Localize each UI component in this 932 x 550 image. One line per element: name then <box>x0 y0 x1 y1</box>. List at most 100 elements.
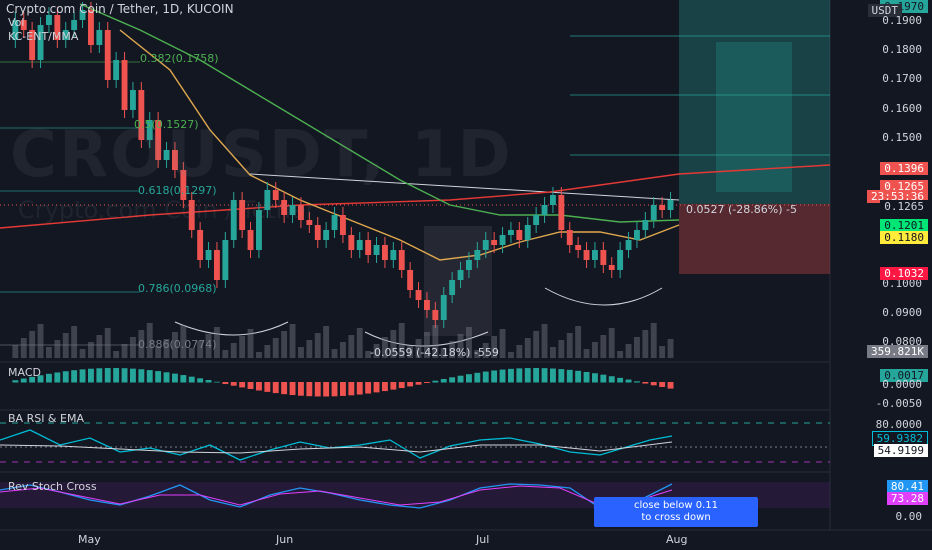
candle <box>558 195 565 230</box>
volume-bar <box>533 331 540 358</box>
candle <box>499 235 506 245</box>
candle <box>340 215 346 235</box>
stoch-title[interactable]: Rev Stoch Cross <box>8 480 97 493</box>
candle <box>289 205 296 215</box>
candle <box>298 205 304 220</box>
stoch-d-tag: 73.28 <box>886 492 928 505</box>
macd-bar <box>314 382 321 397</box>
symbol-title[interactable]: Crypto.com Coin / Tether, 1D, KUCOIN <box>6 2 234 16</box>
candle <box>104 30 111 80</box>
price-tick: 0.0800 <box>882 335 922 348</box>
volume-bar <box>541 324 548 358</box>
macd-bar <box>558 369 565 383</box>
macd-bar <box>424 382 430 383</box>
symbol-watermark: CROUSDT, 1D <box>10 118 513 192</box>
macd-bar <box>524 368 531 383</box>
macd-bar <box>62 371 69 383</box>
long-position-stop <box>679 204 830 274</box>
vol-legend[interactable]: Vol <box>8 16 25 29</box>
candle <box>138 90 145 140</box>
rsi-title[interactable]: BA RSI & EMA <box>8 412 84 425</box>
macd-bar <box>356 382 363 395</box>
candle <box>146 120 153 140</box>
volume-bar <box>306 340 313 358</box>
candle <box>79 10 86 20</box>
candle <box>382 245 388 260</box>
annotation-note[interactable]: close below 0.11 to cross down <box>594 497 758 527</box>
candle <box>566 230 573 245</box>
volume-bar <box>407 346 414 358</box>
volume-bar <box>323 326 330 358</box>
x-tick-aug: Aug <box>666 533 688 546</box>
long-position-inner <box>716 42 792 192</box>
volume-bar <box>608 328 615 358</box>
candle <box>20 20 27 30</box>
x-tick-jun: Jun <box>276 533 294 546</box>
stoch-d-line <box>0 485 673 506</box>
candle <box>625 240 632 250</box>
macd-bar <box>382 382 388 392</box>
level-tag-1396: 0.1396 <box>880 162 928 175</box>
macd-bar <box>155 371 162 383</box>
candle <box>457 270 464 280</box>
macd-bar <box>331 382 338 397</box>
candle <box>163 150 170 160</box>
macd-tag: 0.0017 <box>880 369 928 382</box>
volume-bar <box>29 331 36 358</box>
volume-bar <box>424 332 430 358</box>
volume-bar <box>356 328 363 358</box>
macd-bar <box>264 382 271 392</box>
macd-bar <box>390 382 397 390</box>
price-tick: 0.0900 <box>882 306 922 319</box>
candle <box>541 205 548 215</box>
candle <box>323 230 330 240</box>
volume-bar <box>650 323 657 358</box>
candle <box>205 250 212 260</box>
candle <box>407 270 414 290</box>
candle <box>516 230 523 240</box>
volume-bars <box>12 323 674 358</box>
macd-title[interactable]: MACD <box>8 366 41 379</box>
volume-bar <box>37 324 44 358</box>
stoch-k-line <box>0 483 673 509</box>
macd-bar <box>214 381 220 383</box>
price-tick: 0.1700 <box>882 72 922 85</box>
volume-bar <box>298 347 304 358</box>
volume-bar <box>575 326 582 358</box>
currency-label[interactable]: USDT <box>867 4 902 17</box>
volume-bar <box>440 348 447 358</box>
macd-bar <box>541 368 548 383</box>
volume-bar <box>382 337 388 358</box>
candle <box>474 250 481 260</box>
candle <box>592 250 598 260</box>
macd-bar <box>197 378 204 383</box>
volume-bar <box>71 326 78 358</box>
candle <box>440 295 447 320</box>
volume-bar <box>642 330 649 358</box>
macd-bar <box>592 373 598 383</box>
candle <box>46 15 52 25</box>
volume-bar <box>20 338 27 358</box>
volume-bar <box>331 349 338 358</box>
macd-bar <box>482 371 489 383</box>
macd-neg-tick: -0.0050 <box>875 397 922 410</box>
candle <box>12 20 19 40</box>
candle <box>230 200 237 240</box>
macd-bar <box>365 382 372 394</box>
volume-bar <box>146 323 153 358</box>
rsi-80-tick: 80.0000 <box>875 418 922 431</box>
macd-bar <box>323 382 330 397</box>
ema-red-line <box>0 164 831 229</box>
ema-green-line <box>79 3 680 223</box>
volume-bar <box>508 352 514 358</box>
macd-bar <box>466 374 472 383</box>
candle <box>524 225 531 240</box>
ma-legend[interactable]: KC-ENT/MMA <box>8 30 79 43</box>
fib-label-618: 0.618(0.1297) <box>138 184 217 197</box>
volume-bar <box>46 347 52 358</box>
volume-bar <box>289 324 296 358</box>
arc-left <box>174 321 289 336</box>
volume-bar <box>88 342 94 358</box>
volume-bar <box>12 345 19 358</box>
